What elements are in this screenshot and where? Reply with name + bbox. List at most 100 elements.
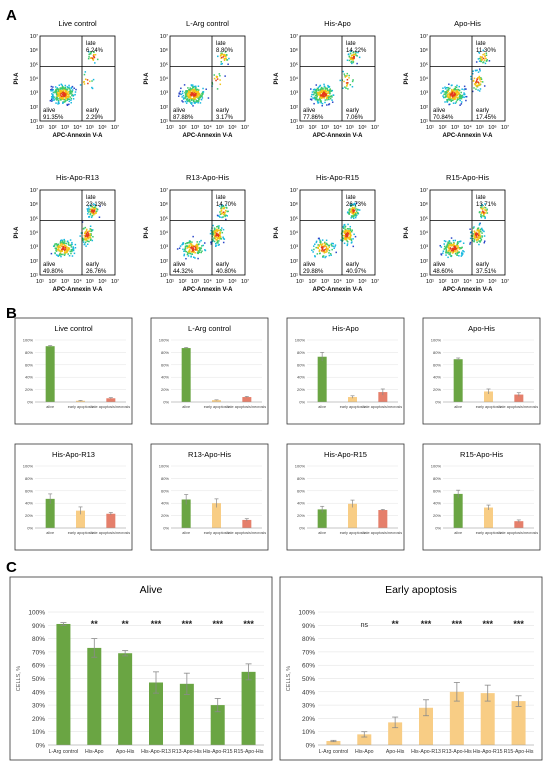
flow-event-dot <box>347 53 350 55</box>
flow-event-dot <box>222 56 225 58</box>
flow-event-dot <box>67 243 70 246</box>
flow-event-dot <box>64 245 67 247</box>
bar <box>87 647 102 745</box>
flow-event-dot <box>443 93 445 96</box>
flow-event-dot <box>479 79 481 81</box>
flow-event-dot <box>226 215 229 217</box>
quadrant-value-late: 23.13% <box>86 202 107 208</box>
quadrant-label-late: late <box>216 41 226 47</box>
flow-event-dot <box>440 246 443 248</box>
flow-event-dot <box>481 204 484 206</box>
quadrant-label-alive: alive <box>43 108 56 114</box>
flow-event-dot <box>57 91 59 93</box>
flow-event-dot <box>333 247 335 250</box>
flow-event-dot <box>454 102 457 104</box>
flow-event-dot <box>215 79 217 82</box>
flow-event-dot <box>450 90 453 93</box>
flow-event-dot <box>317 102 319 104</box>
y-tick-label: 0% <box>36 743 46 750</box>
flow-event-dot <box>219 79 221 81</box>
flow-event-dot <box>449 247 452 249</box>
flow-event-dot <box>482 49 485 52</box>
flow-event-dot <box>216 240 219 242</box>
flow-event-dot <box>184 250 187 252</box>
flow-event-dot <box>347 211 349 213</box>
flow-y-tick-label: 10² <box>160 259 168 265</box>
flow-event-dot <box>217 244 220 246</box>
flow-event-dot <box>353 209 356 211</box>
flow-event-dot <box>65 246 68 249</box>
flow-event-dot <box>477 89 479 91</box>
flow-event-dot <box>472 70 474 72</box>
flow-event-dot <box>67 87 69 89</box>
flow-event-dot <box>60 252 62 254</box>
flow-event-dot <box>329 97 332 100</box>
flow-event-dot <box>66 86 69 88</box>
flow-event-dot <box>60 243 62 246</box>
flow-event-dot <box>352 51 354 54</box>
flow-event-dot <box>94 62 96 64</box>
flow-event-dot <box>469 241 472 244</box>
flow-event-dot <box>56 87 59 89</box>
flow-y-tick-label: 10⁶ <box>30 47 38 54</box>
flow-event-dot <box>464 95 467 98</box>
flow-event-dot <box>351 241 353 243</box>
flow-event-dot <box>458 251 460 253</box>
flow-event-dot <box>194 102 196 104</box>
flow-event-dot <box>312 245 315 247</box>
flow-event-dot <box>452 95 454 97</box>
flow-event-dot <box>445 249 448 251</box>
flow-event-dot <box>202 93 204 95</box>
flow-x-tick-label: 10² <box>49 125 57 131</box>
flow-event-dot <box>450 249 453 252</box>
flow-event-dot <box>62 241 64 243</box>
flow-event-dot <box>64 242 66 244</box>
flow-event-dot <box>475 234 478 237</box>
flow-y-tick-label: 10¹ <box>420 273 428 279</box>
flow-event-dot <box>453 241 455 244</box>
flow-x-tick-label: 10⁷ <box>111 278 119 285</box>
flow-event-dot <box>218 235 220 237</box>
flow-event-dot <box>483 241 486 244</box>
flow-event-dot <box>189 97 192 99</box>
y-tick-label: 70% <box>32 649 45 656</box>
flow-event-dot <box>460 252 463 255</box>
flow-event-dot <box>353 53 356 56</box>
flow-event-dot <box>354 235 357 238</box>
flow-event-dot <box>193 99 195 101</box>
flow-event-dot <box>473 77 476 80</box>
flow-event-dot <box>321 243 324 245</box>
flow-event-dot <box>201 250 203 252</box>
flow-event-dot <box>64 88 67 90</box>
x-tick-label: early apoptosis <box>476 405 502 409</box>
flow-event-dot <box>482 57 485 60</box>
quadrant-label-alive: alive <box>303 108 316 114</box>
flow-event-dot <box>93 207 96 210</box>
flow-event-dot <box>91 87 94 90</box>
flow-event-dot <box>449 253 451 256</box>
flow-event-dot <box>71 255 74 257</box>
flow-y-axis-title: PI-A <box>404 226 410 239</box>
flow-event-dot <box>217 237 219 240</box>
flow-x-tick-label: 10⁵ <box>86 124 94 131</box>
flow-event-dot <box>346 78 349 81</box>
flow-event-dot <box>59 245 62 247</box>
flow-event-dot <box>323 83 325 86</box>
flow-event-dot <box>192 249 195 252</box>
flow-event-dot <box>220 52 222 55</box>
flow-event-dot <box>57 90 60 92</box>
y-tick-label: 90% <box>32 623 45 630</box>
flow-event-dot <box>90 238 92 240</box>
flow-event-dot <box>188 96 190 99</box>
flow-event-dot <box>346 228 349 230</box>
flow-event-dot <box>59 92 61 94</box>
flow-event-dot <box>213 231 216 233</box>
flow-event-dot <box>65 93 67 95</box>
flow-event-dot <box>448 242 450 244</box>
quadrant-value-early: 2.29% <box>86 115 104 121</box>
flow-event-dot <box>444 93 446 95</box>
flow-event-dot <box>89 236 92 239</box>
flow-event-dot <box>451 245 453 247</box>
flow-event-dot <box>189 248 191 251</box>
